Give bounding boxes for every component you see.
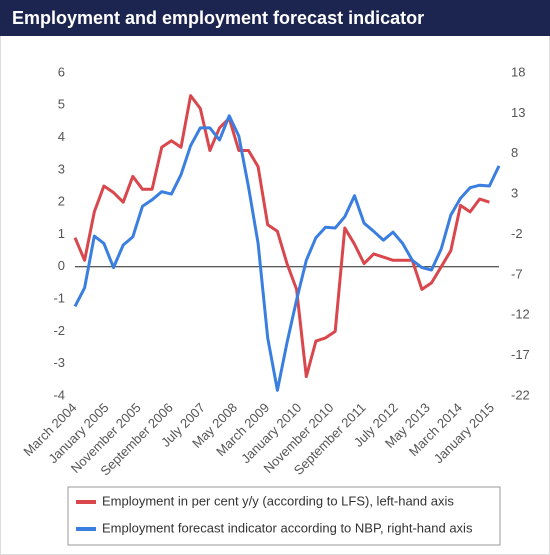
y-tick-label: -3 [53, 355, 65, 370]
y-tick-label: 2 [58, 194, 65, 209]
y-tick-label: 4 [58, 129, 65, 144]
title-bar [0, 0, 550, 36]
y2-tick-label: -7 [511, 266, 523, 281]
y-tick-label: -4 [53, 387, 65, 402]
y2-tick-label: -22 [511, 387, 530, 402]
y2-tick-label: 3 [511, 186, 518, 201]
y-tick-label: -2 [53, 323, 65, 338]
y-tick-label: 6 [58, 64, 65, 79]
legend-label: Employment in per cent y/y (according to… [102, 493, 454, 508]
y2-tick-label: 13 [511, 105, 525, 120]
y2-tick-label: -17 [511, 347, 530, 362]
y-tick-label: 0 [58, 258, 65, 273]
y2-tick-label: 8 [511, 145, 518, 160]
series-line [73, 114, 501, 392]
y2-tick-label: 18 [511, 64, 525, 79]
legend [67, 486, 501, 546]
legend-label: Employment forecast indicator according … [102, 520, 473, 535]
chart-title: Employment and employment forecast indic… [12, 8, 424, 28]
y-tick-label: 1 [58, 226, 65, 241]
y2-tick-label: -12 [511, 307, 530, 322]
y-tick-label: -1 [53, 291, 65, 306]
y2-tick-label: -2 [511, 226, 523, 241]
series-line [73, 94, 490, 379]
y-tick-label: 5 [58, 97, 65, 112]
y-tick-label: 3 [58, 161, 65, 176]
